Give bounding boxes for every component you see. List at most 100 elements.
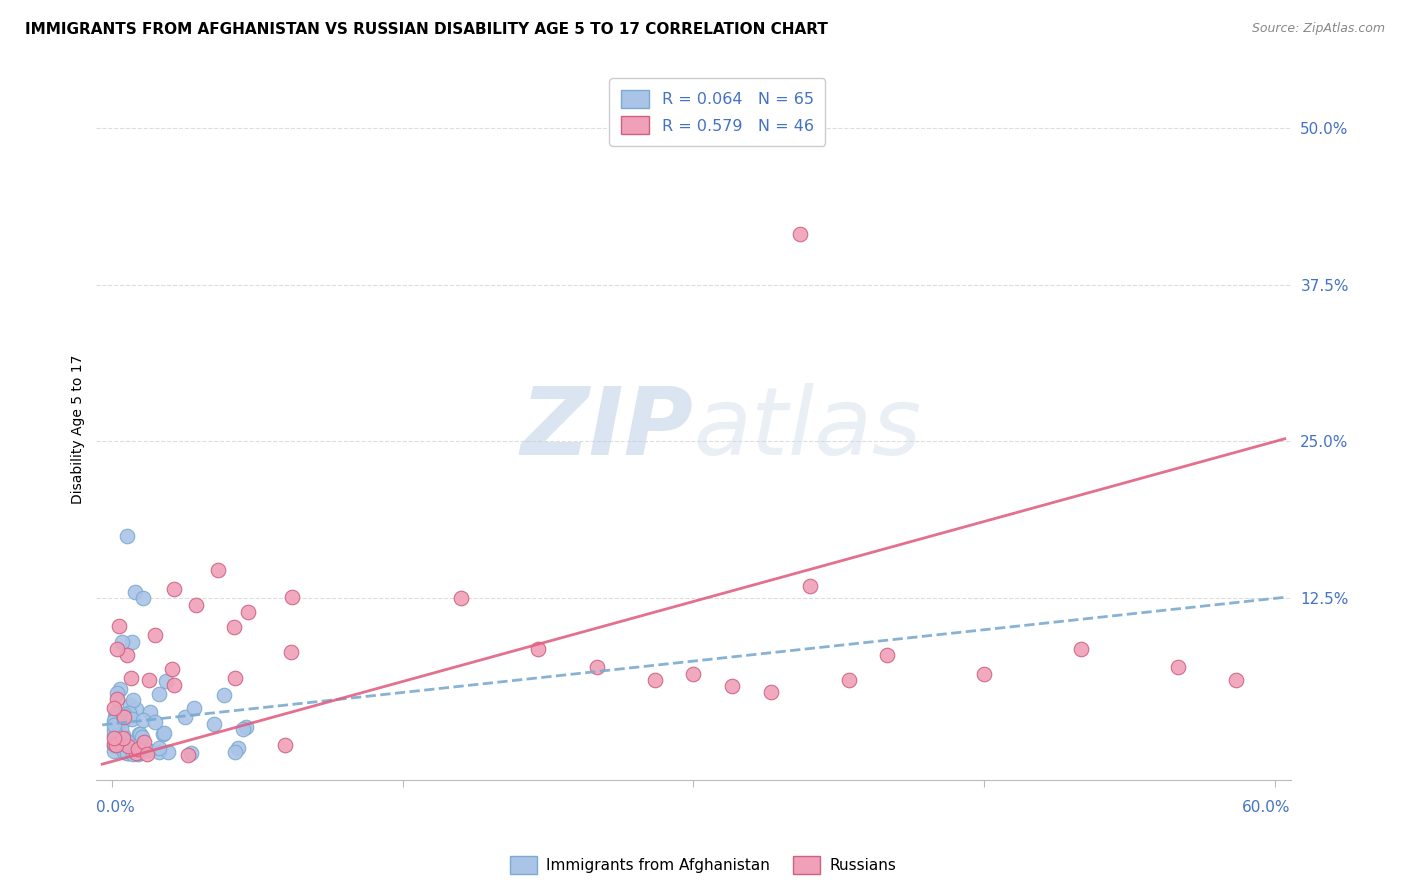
Point (160, 662, 183, 676)
Legend: Immigrants from Afghanistan, Russians: Immigrants from Afghanistan, Russians (503, 850, 903, 880)
Point (121, 712, 143, 726)
Point (1070, 641, 1092, 656)
Point (115, 747, 138, 761)
Point (450, 591, 472, 606)
Point (103, 714, 125, 728)
Point (104, 710, 127, 724)
Point (121, 747, 143, 761)
Point (236, 605, 259, 619)
Point (162, 582, 184, 597)
Point (177, 747, 200, 762)
Point (125, 702, 148, 716)
Point (222, 620, 245, 634)
Point (111, 709, 134, 723)
Point (128, 741, 150, 756)
Point (103, 723, 125, 737)
Point (103, 739, 125, 754)
Text: atlas: atlas (693, 384, 922, 475)
Point (148, 741, 170, 756)
Text: ZIP: ZIP (520, 383, 693, 475)
Point (111, 742, 134, 756)
Point (235, 720, 257, 734)
Point (174, 710, 197, 724)
Text: Source: ZipAtlas.com: Source: ZipAtlas.com (1251, 22, 1385, 36)
Point (103, 701, 125, 715)
Point (103, 744, 125, 758)
Point (135, 747, 157, 762)
Point (156, 745, 179, 759)
Point (145, 714, 167, 729)
Point (128, 746, 150, 760)
Point (105, 706, 128, 721)
Point (112, 731, 135, 746)
Point (128, 727, 150, 741)
Point (122, 693, 145, 707)
Point (132, 735, 155, 749)
Point (131, 714, 153, 728)
Point (104, 739, 127, 753)
Point (112, 706, 135, 721)
Point (105, 686, 128, 700)
Point (138, 673, 160, 687)
Point (117, 528, 139, 542)
Point (107, 642, 129, 657)
Point (104, 738, 127, 752)
Text: 0.0%: 0.0% (97, 800, 135, 815)
Point (148, 745, 170, 759)
Point (124, 733, 146, 747)
Point (108, 682, 131, 697)
Point (105, 691, 128, 706)
Point (132, 591, 155, 606)
Point (112, 710, 135, 724)
Point (281, 590, 304, 604)
Point (121, 635, 143, 649)
Point (585, 660, 607, 674)
Point (122, 745, 145, 759)
Point (1225, 673, 1247, 687)
Point (527, 641, 550, 656)
Point (789, 227, 811, 242)
Point (117, 745, 139, 759)
Point (186, 598, 208, 612)
Point (838, 673, 860, 687)
Point (111, 635, 134, 649)
Point (103, 718, 125, 732)
Point (759, 685, 782, 699)
Point (274, 738, 297, 752)
Point (103, 737, 125, 751)
Point (125, 746, 148, 760)
Text: IMMIGRANTS FROM AFGHANISTAN VS RUSSIAN DISABILITY AGE 5 TO 17 CORRELATION CHART: IMMIGRANTS FROM AFGHANISTAN VS RUSSIAN D… (25, 22, 828, 37)
Legend: R = 0.064   N = 65, R = 0.579   N = 46: R = 0.064 N = 65, R = 0.579 N = 46 (609, 78, 825, 145)
Point (644, 673, 666, 687)
Point (108, 619, 131, 633)
Point (224, 745, 246, 759)
Point (111, 731, 134, 746)
Text: 60.0%: 60.0% (1241, 800, 1291, 815)
Point (131, 730, 153, 744)
Point (152, 727, 174, 741)
Y-axis label: Disability Age 5 to 17: Disability Age 5 to 17 (72, 354, 86, 504)
Point (110, 721, 132, 735)
Point (232, 723, 254, 737)
Point (973, 666, 995, 681)
Point (682, 666, 704, 681)
Point (148, 687, 170, 701)
Point (139, 705, 162, 719)
Point (129, 727, 152, 741)
Point (143, 628, 166, 642)
Point (226, 741, 249, 756)
Point (224, 671, 246, 685)
Point (155, 674, 177, 689)
Point (180, 746, 202, 760)
Point (207, 563, 229, 577)
Point (136, 743, 159, 757)
Point (163, 678, 186, 692)
Point (103, 731, 125, 745)
Point (112, 713, 135, 727)
Point (212, 688, 235, 702)
Point (280, 645, 302, 659)
Point (117, 739, 139, 753)
Point (876, 648, 898, 662)
Point (799, 579, 821, 593)
Point (112, 712, 135, 726)
